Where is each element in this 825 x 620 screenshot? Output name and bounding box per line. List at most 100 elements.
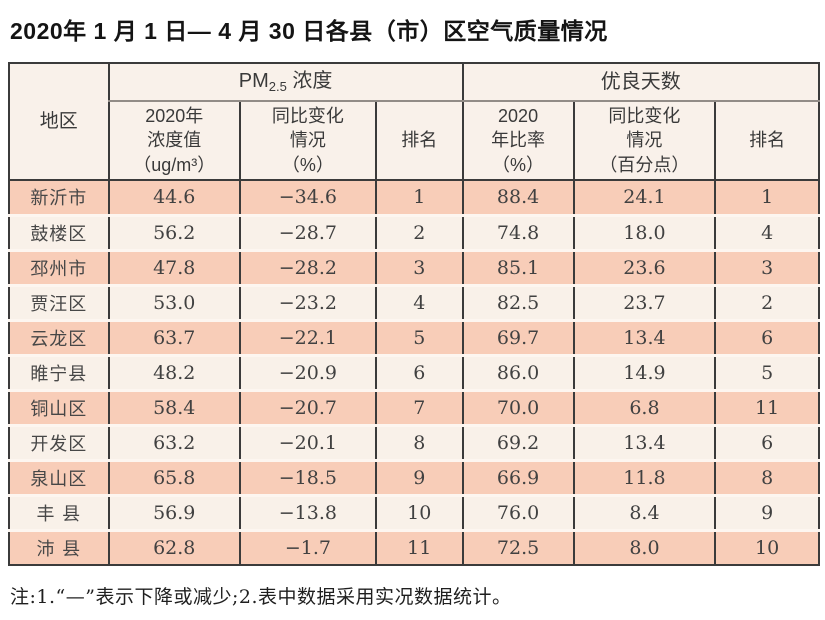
cell-good-ratio: 72.5 bbox=[461, 528, 574, 565]
header-cell-pm-change: 同比变化 情况 （%） bbox=[238, 101, 376, 181]
cell-region: 鼓楼区 bbox=[9, 213, 109, 250]
cell-good-ratio: 66.9 bbox=[461, 458, 574, 495]
cell-pm-rank: 7 bbox=[374, 388, 463, 425]
cell-pm-value: 65.8 bbox=[107, 458, 240, 495]
header-group-row: 地区 PM2.5 浓度 优良天数 bbox=[9, 63, 819, 181]
cell-pm-change: −28.7 bbox=[238, 213, 376, 250]
cell-pm-rank: 4 bbox=[374, 283, 463, 320]
cell-good-ratio: 82.5 bbox=[461, 283, 574, 320]
cell-good-change: 8.0 bbox=[572, 528, 716, 565]
cell-pm-value: 48.2 bbox=[107, 353, 240, 390]
cell-good-rank: 4 bbox=[714, 213, 819, 250]
cell-region: 睢宁县 bbox=[9, 353, 109, 390]
cell-region: 开发区 bbox=[9, 423, 109, 460]
cell-good-rank: 10 bbox=[714, 528, 819, 565]
table-row: 沛 县 62.8 −1.7 11 72.5 8.0 10 bbox=[9, 528, 819, 565]
pm25-label-subscript: 2.5 bbox=[268, 79, 287, 95]
table-body: 新沂市 44.6 −34.6 1 88.4 24.1 1 鼓楼区 56.2 −28.7 2 74.8 1… bbox=[9, 180, 819, 565]
table-row: 云龙区 63.7 −22.1 5 69.7 13.4 6 bbox=[9, 318, 819, 355]
cell-pm-value: 44.6 bbox=[107, 180, 240, 215]
cell-pm-value: 56.2 bbox=[107, 213, 240, 250]
cell-pm-value: 63.7 bbox=[107, 318, 240, 355]
cell-good-ratio: 85.1 bbox=[461, 248, 574, 285]
header-cell-pm-rank: 排名 bbox=[374, 101, 463, 181]
table-row: 鼓楼区 56.2 −28.7 2 74.8 18.0 4 bbox=[9, 213, 819, 250]
page-title: 2020年 1 月 1 日— 4 月 30 日各县（市）区空气质量情况 bbox=[10, 18, 608, 44]
cell-pm-change: −1.7 bbox=[238, 528, 376, 565]
cell-pm-value: 47.8 bbox=[107, 248, 240, 285]
cell-good-change: 13.4 bbox=[572, 318, 716, 355]
cell-region: 丰 县 bbox=[9, 493, 109, 530]
cell-region: 云龙区 bbox=[9, 318, 109, 355]
table-row: 邳州市 47.8 −28.2 3 85.1 23.6 3 bbox=[9, 248, 819, 285]
table-row: 丰 县 56.9 −13.8 10 76.0 8.4 9 bbox=[9, 493, 819, 530]
cell-region: 铜山区 bbox=[9, 388, 109, 425]
cell-good-change: 23.6 bbox=[572, 248, 716, 285]
header-group-good-days: 优良天数 bbox=[461, 63, 819, 102]
footnote: 注:1.“—”表示下降或减少;2.表中数据采用实况数据统计。 bbox=[10, 586, 512, 608]
cell-good-ratio: 69.2 bbox=[461, 423, 574, 460]
cell-pm-rank: 11 bbox=[374, 528, 463, 565]
cell-pm-change: −20.1 bbox=[238, 423, 376, 460]
cell-pm-value: 58.4 bbox=[107, 388, 240, 425]
cell-pm-rank: 8 bbox=[374, 423, 463, 460]
cell-good-ratio: 70.0 bbox=[461, 388, 574, 425]
cell-good-change: 14.9 bbox=[572, 353, 716, 390]
cell-good-rank: 9 bbox=[714, 493, 819, 530]
table-row: 贾汪区 53.0 −23.2 4 82.5 23.7 2 bbox=[9, 283, 819, 320]
header-sub-row: 2020年 浓度值 （ug/m³） 同比变化 情况 （%） 排名 2020 年比… bbox=[9, 101, 819, 181]
cell-good-ratio: 74.8 bbox=[461, 213, 574, 250]
cell-pm-change: −20.9 bbox=[238, 353, 376, 390]
cell-pm-rank: 2 bbox=[374, 213, 463, 250]
header-cell-good-change: 同比变化 情况 （百分点） bbox=[572, 101, 716, 181]
cell-pm-value: 56.9 bbox=[107, 493, 240, 530]
cell-region: 邳州市 bbox=[9, 248, 109, 285]
cell-good-ratio: 69.7 bbox=[461, 318, 574, 355]
cell-pm-change: −20.7 bbox=[238, 388, 376, 425]
cell-pm-change: −13.8 bbox=[238, 493, 376, 530]
header-cell-good-rank: 排名 bbox=[714, 101, 819, 181]
cell-pm-change: −28.2 bbox=[238, 248, 376, 285]
cell-good-rank: 6 bbox=[714, 318, 819, 355]
cell-region: 沛 县 bbox=[9, 528, 109, 565]
header-cell-pm-value: 2020年 浓度值 （ug/m³） bbox=[107, 101, 240, 181]
cell-good-rank: 3 bbox=[714, 248, 819, 285]
cell-good-ratio: 76.0 bbox=[461, 493, 574, 530]
cell-pm-change: −23.2 bbox=[238, 283, 376, 320]
pm25-label-prefix: PM bbox=[238, 70, 269, 93]
table-row: 铜山区 58.4 −20.7 7 70.0 6.8 11 bbox=[9, 388, 819, 425]
cell-good-ratio: 88.4 bbox=[461, 180, 574, 215]
cell-good-change: 8.4 bbox=[572, 493, 716, 530]
header-cell-region: 地区 bbox=[9, 63, 109, 181]
header-group-pm25: PM2.5 浓度 bbox=[107, 63, 463, 102]
cell-good-ratio: 86.0 bbox=[461, 353, 574, 390]
cell-region: 泉山区 bbox=[9, 458, 109, 495]
cell-good-change: 6.8 bbox=[572, 388, 716, 425]
cell-pm-value: 62.8 bbox=[107, 528, 240, 565]
cell-pm-rank: 6 bbox=[374, 353, 463, 390]
table-row: 开发区 63.2 −20.1 8 69.2 13.4 6 bbox=[9, 423, 819, 460]
cell-good-rank: 1 bbox=[714, 180, 819, 215]
cell-good-rank: 2 bbox=[714, 283, 819, 320]
pm25-label-suffix: 浓度 bbox=[286, 70, 333, 93]
cell-pm-rank: 1 bbox=[374, 180, 463, 215]
cell-pm-rank: 9 bbox=[374, 458, 463, 495]
cell-pm-change: −18.5 bbox=[238, 458, 376, 495]
cell-pm-rank: 5 bbox=[374, 318, 463, 355]
cell-pm-rank: 10 bbox=[374, 493, 463, 530]
cell-good-change: 18.0 bbox=[572, 213, 716, 250]
table-row: 泉山区 65.8 −18.5 9 66.9 11.8 8 bbox=[9, 458, 819, 495]
cell-region: 新沂市 bbox=[9, 180, 109, 215]
cell-good-change: 11.8 bbox=[572, 458, 716, 495]
table-header: 地区 PM2.5 浓度 优良天数 2020年 浓度值 （ug/m³） 同比变化 … bbox=[9, 63, 819, 181]
table-row: 睢宁县 48.2 −20.9 6 86.0 14.9 5 bbox=[9, 353, 819, 390]
cell-pm-value: 53.0 bbox=[107, 283, 240, 320]
air-quality-table: 地区 PM2.5 浓度 优良天数 2020年 浓度值 （ug/m³） 同比变化 … bbox=[8, 62, 820, 566]
cell-good-change: 24.1 bbox=[572, 180, 716, 215]
cell-pm-value: 63.2 bbox=[107, 423, 240, 460]
cell-region: 贾汪区 bbox=[9, 283, 109, 320]
header-cell-good-ratio: 2020 年比率 （%） bbox=[461, 101, 574, 181]
cell-good-change: 23.7 bbox=[572, 283, 716, 320]
cell-good-change: 13.4 bbox=[572, 423, 716, 460]
